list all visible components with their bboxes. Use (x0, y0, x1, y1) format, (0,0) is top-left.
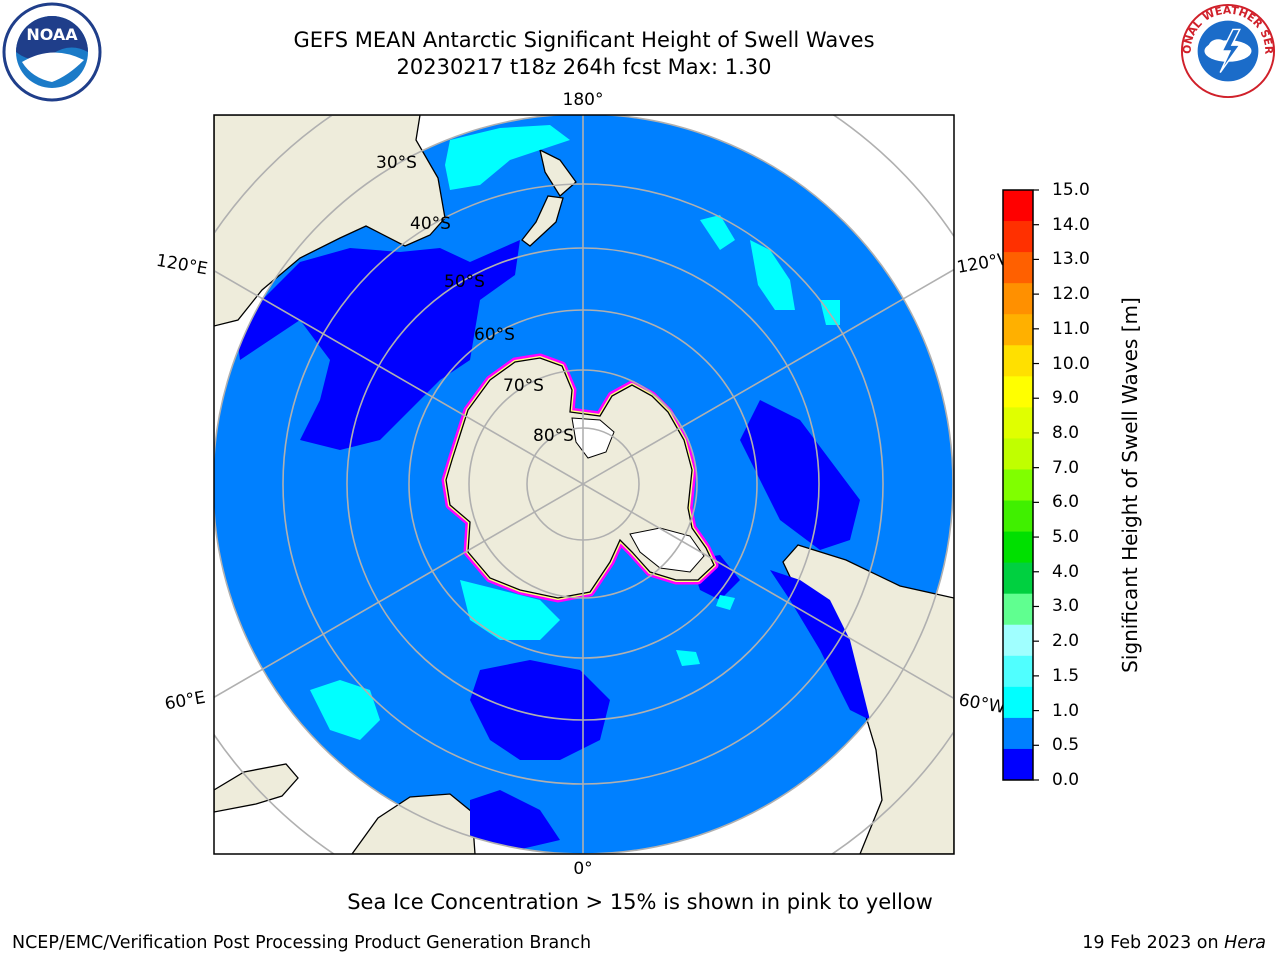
colorbar-tick-label: 9.0 (1052, 388, 1080, 409)
colorbar-tick-label: 1.5 (1052, 665, 1080, 686)
footer-host: Hera (1224, 933, 1266, 953)
colorbar-tick-label: 10.0 (1052, 353, 1090, 374)
antarctica (441, 353, 719, 603)
lat-label-60s: 60°S (474, 325, 515, 345)
map-frame (213, 114, 955, 855)
colorbar (1002, 189, 1039, 781)
colorbar-tick-label: 6.0 (1052, 492, 1080, 513)
lon-label-0: 0° (573, 859, 592, 879)
lat-label-30s: 30°S (376, 153, 417, 173)
colorbar-tick-label: 12.0 (1052, 284, 1090, 305)
colorbar-swatch (1003, 407, 1033, 439)
chart-title: GEFS MEAN Antarctic Significant Height o… (293, 28, 875, 52)
colorbar-swatch (1003, 748, 1033, 781)
colorbar-swatch (1003, 717, 1033, 750)
sea-ice-note: Sea Ice Concentration > 15% is shown in … (347, 890, 933, 914)
colorbar-tick-label: 0.0 (1052, 770, 1080, 790)
colorbar-tick-label: 11.0 (1052, 318, 1090, 339)
svg-text:NOAA: NOAA (26, 25, 78, 44)
colorbar-tick-label: 0.5 (1052, 735, 1080, 756)
lon-label-180: 180° (563, 90, 604, 110)
map-panel: 30°S 40°S 50°S 60°S 70°S 80°S (214, 115, 954, 854)
lon-label-60w: 60°W (957, 690, 1007, 718)
nws-logo: NATIONAL WEATHER SERVICE (1178, 2, 1275, 99)
low-swell-patches (236, 240, 870, 854)
footer-date: 19 Feb 2023 on Hera (1082, 933, 1266, 953)
lat-label-80s: 80°S (533, 426, 574, 446)
colorbar-swatch (1003, 500, 1033, 533)
lon-label-60e: 60°E (163, 688, 207, 715)
colorbar-swatch (1003, 624, 1033, 657)
colorbar-swatch (1003, 531, 1033, 564)
noaa-logo: NOAA (2, 2, 102, 102)
graticule (214, 115, 954, 854)
colorbar-frame (1002, 189, 1034, 781)
colorbar-swatch (1003, 190, 1033, 222)
chart-subtitle: 20230217 t18z 264h fcst Max: 1.30 (396, 55, 772, 79)
colorbar-swatch (1003, 655, 1033, 688)
colorbar-tick-label: 1.0 (1052, 700, 1080, 721)
colorbar-swatch (1003, 376, 1033, 408)
colorbar-tick-label: 4.0 (1052, 561, 1080, 582)
colorbar-swatch (1003, 562, 1033, 595)
footer-credit: NCEP/EMC/Verification Post Processing Pr… (12, 933, 592, 953)
colorbar-tick-label: 8.0 (1052, 422, 1080, 443)
lat-label-40s: 40°S (410, 214, 451, 234)
colorbar-tick-label: 5.0 (1052, 527, 1080, 548)
weddell-ice-shelf (629, 527, 705, 573)
colorbar-swatch (1003, 686, 1033, 719)
footer-date-text: 19 Feb 2023 on (1082, 933, 1225, 953)
colorbar-swatch (1003, 345, 1033, 377)
colorbar-swatch (1003, 438, 1033, 470)
lat-label-70s: 70°S (503, 376, 544, 396)
colorbar-tick-label: 2.0 (1052, 631, 1080, 652)
colorbar-tick-label: 14.0 (1052, 214, 1090, 235)
colorbar-tick-label: 15.0 (1052, 180, 1090, 200)
lon-label-120e: 120°E (155, 251, 209, 280)
colorbar-tick-label: 13.0 (1052, 249, 1090, 270)
colorbar-swatch (1003, 314, 1033, 346)
colorbar-tick-label: 3.0 (1052, 596, 1080, 617)
colorbar-swatch (1003, 221, 1033, 253)
colorbar-swatch (1003, 593, 1033, 626)
colorbar-tick-label: 7.0 (1052, 457, 1080, 478)
colorbar-swatch (1003, 469, 1033, 502)
colorbar-swatch (1003, 283, 1033, 315)
colorbar-label: Significant Height of Swell Waves [m] (1118, 297, 1142, 673)
lat-label-50s: 50°S (444, 272, 485, 292)
colorbar-swatch (1003, 252, 1033, 284)
